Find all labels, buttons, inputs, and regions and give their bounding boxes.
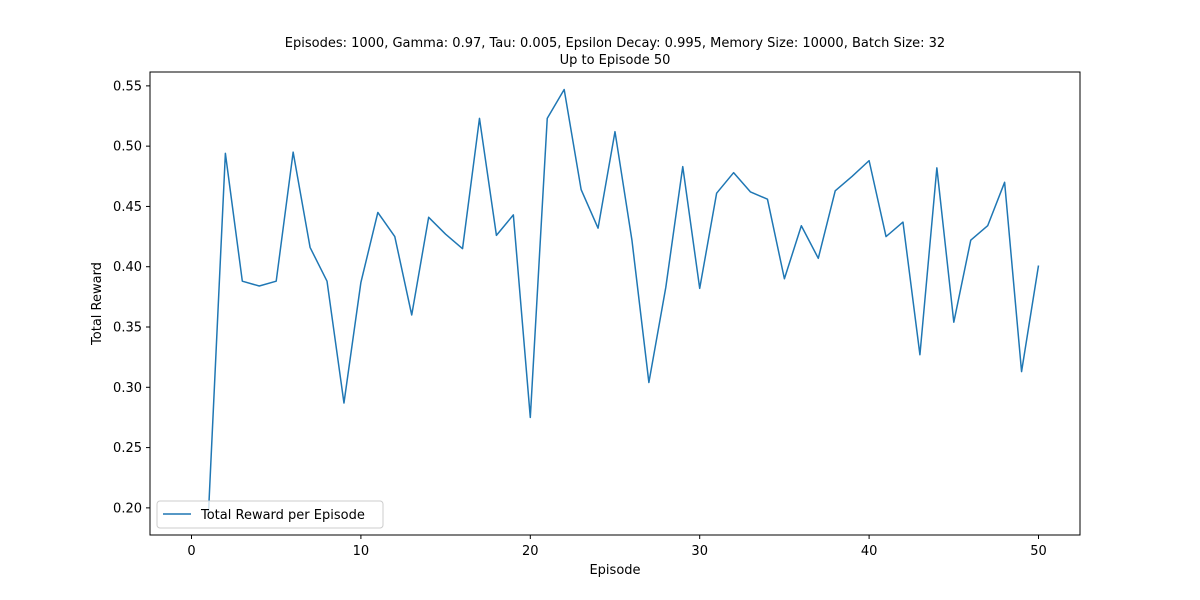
- x-tick-label: 10: [353, 544, 370, 559]
- y-axis-label: Total Reward: [90, 262, 105, 346]
- y-axis: 0.20 0.25 0.30 0.35 0.40 0.45 0.50 0.55: [113, 79, 150, 516]
- series-line-0: [207, 88, 1040, 514]
- y-tick-label: 0.35: [113, 321, 142, 336]
- plot-frame: [149, 71, 1081, 536]
- x-tick-label: 40: [861, 544, 878, 559]
- y-tick-label: 0.45: [113, 200, 142, 215]
- x-tick-label: 30: [691, 544, 708, 559]
- legend-label: Total Reward per Episode: [200, 508, 365, 523]
- y-tick-label: 0.20: [113, 501, 142, 516]
- x-tick-label: 0: [187, 544, 195, 559]
- legend-box: [156, 500, 384, 529]
- y-tick-label: 0.25: [113, 441, 142, 456]
- y-tick-label: 0.30: [113, 381, 142, 396]
- x-axis: 0 10 20 30 40 50: [187, 535, 1047, 559]
- y-tick-label: 0.50: [113, 140, 142, 155]
- plot-area: [149, 71, 1081, 536]
- x-tick-label: 20: [522, 544, 539, 559]
- series-group: [207, 88, 1040, 514]
- chart-title: Episodes: 1000, Gamma: 0.97, Tau: 0.005,…: [285, 36, 945, 51]
- legend: Total Reward per Episode: [156, 500, 384, 529]
- x-axis-label: Episode: [589, 563, 640, 578]
- chart-subtitle: Up to Episode 50: [560, 53, 671, 68]
- y-tick-label: 0.40: [113, 260, 142, 275]
- x-tick-label: 50: [1030, 544, 1047, 559]
- y-tick-label: 0.55: [113, 79, 142, 94]
